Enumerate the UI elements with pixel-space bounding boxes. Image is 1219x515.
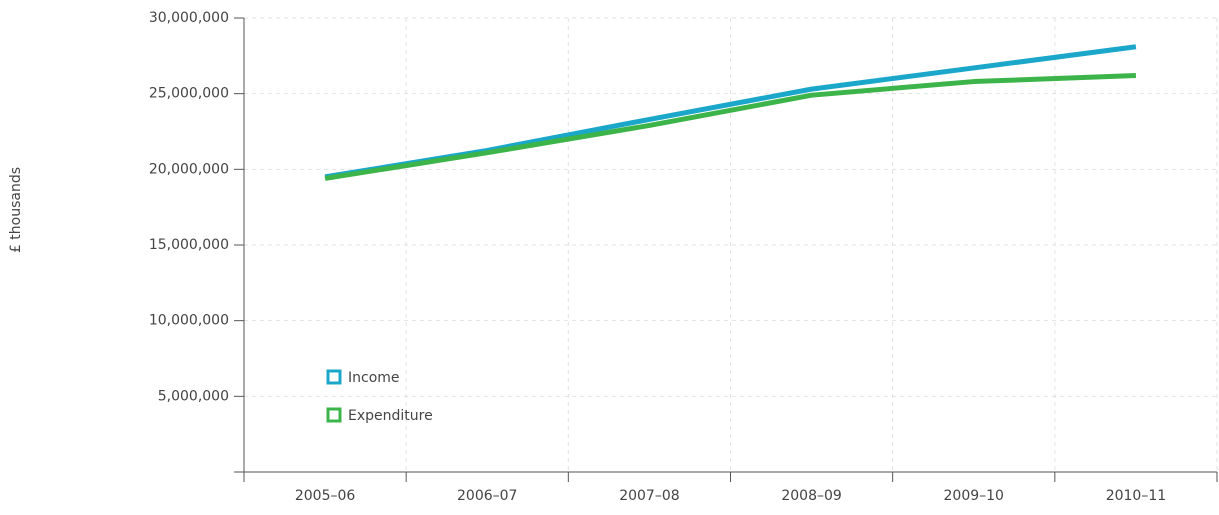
x-tick-label: 2010–11 xyxy=(1106,488,1166,504)
y-tick-label: 25,000,000 xyxy=(149,86,229,102)
y-tick-label: 20,000,000 xyxy=(149,161,229,177)
x-tick-label: 2007–08 xyxy=(619,488,679,504)
series-line xyxy=(324,73,1137,181)
legend-label: Expenditure xyxy=(348,408,433,424)
y-tick-label: 30,000,000 xyxy=(149,10,229,26)
legend-swatch xyxy=(326,407,342,423)
x-tick-label: 2006–07 xyxy=(457,488,517,504)
x-tick-label: 2009–10 xyxy=(944,488,1004,504)
x-tick-label: 2005–06 xyxy=(295,488,356,504)
y-tick-label: 10,000,000 xyxy=(149,313,229,329)
y-axis-label: £ thousands xyxy=(8,167,24,253)
x-tick-label: 2008–09 xyxy=(781,488,841,504)
y-tick-label: 15,000,000 xyxy=(149,237,229,253)
legend-swatch xyxy=(326,369,342,385)
legend-label: Income xyxy=(348,370,400,386)
y-tick-label: 5,000,000 xyxy=(158,388,229,404)
